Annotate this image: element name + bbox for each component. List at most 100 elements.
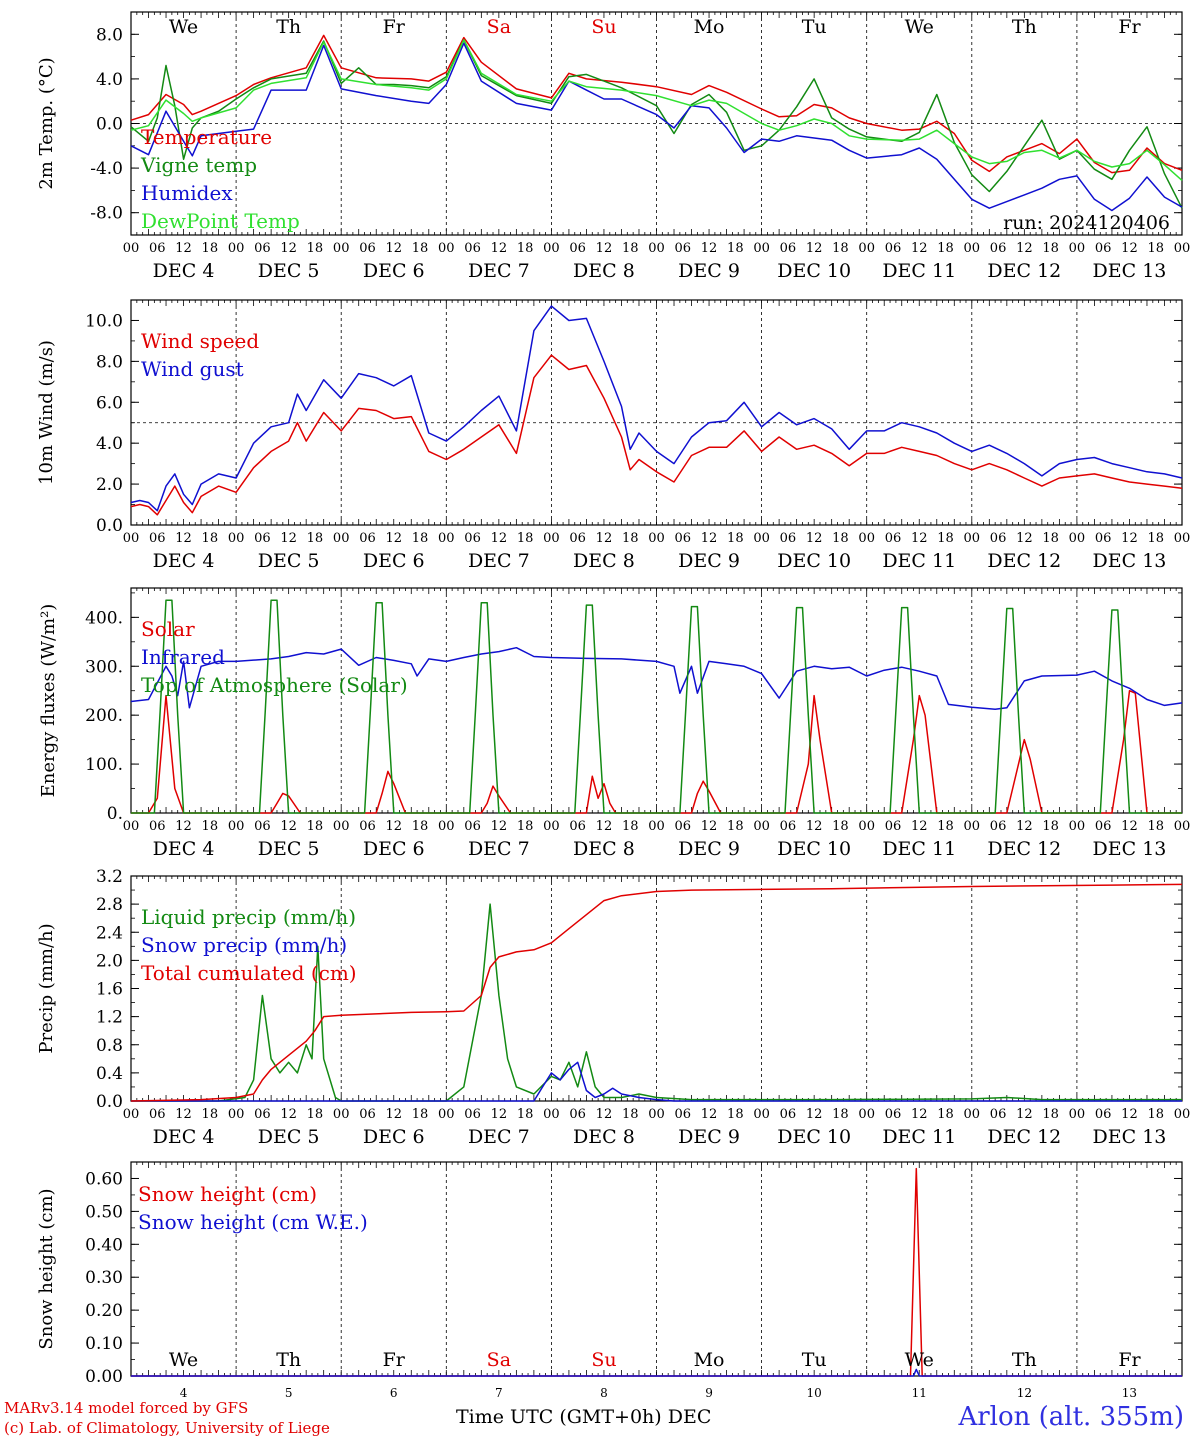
hour-label: 18 — [937, 819, 954, 834]
hour-label: 00 — [438, 531, 455, 546]
hour-label: 18 — [832, 1107, 849, 1122]
y-axis-label: 10m Wind (m/s) — [36, 340, 57, 485]
hour-label: 12 — [1121, 241, 1138, 256]
weekday-label-bottom: We — [905, 1349, 934, 1371]
hour-label: 00 — [858, 531, 875, 546]
hour-label: 06 — [464, 819, 481, 834]
weekday-label: Tu — [802, 16, 827, 38]
hour-label: 06 — [885, 531, 902, 546]
hour-label: 00 — [438, 819, 455, 834]
hour-label: 00 — [123, 819, 140, 834]
plot-frame — [130, 299, 1183, 526]
hour-label: 00 — [964, 1107, 981, 1122]
date-label: DEC 9 — [678, 550, 740, 572]
hour-label: 12 — [596, 241, 613, 256]
hour-label: 18 — [727, 531, 744, 546]
hour-label: 18 — [202, 241, 219, 256]
y-tick-label: -4.0 — [90, 159, 123, 179]
hour-label: 00 — [753, 819, 770, 834]
weekday-label-bottom: Fr — [1118, 1349, 1141, 1371]
hour-label: 12 — [175, 531, 192, 546]
hour-label: 00 — [964, 531, 981, 546]
date-label: DEC 12 — [987, 1126, 1061, 1148]
hour-label: 18 — [202, 531, 219, 546]
hour-label: 12 — [596, 531, 613, 546]
weekday-label-bottom: Tu — [802, 1349, 827, 1371]
x-axis-title: Time UTC (GMT+0h) DEC — [456, 1406, 712, 1428]
hour-label: 12 — [1016, 1107, 1033, 1122]
hour-label: 00 — [123, 1107, 140, 1122]
hour-label: 12 — [596, 819, 613, 834]
date-label: DEC 6 — [363, 550, 425, 572]
hour-label: 06 — [990, 819, 1007, 834]
hour-label: 12 — [175, 241, 192, 256]
date-label: DEC 6 — [363, 838, 425, 860]
hour-label: 06 — [254, 531, 271, 546]
hour-label: 12 — [1016, 241, 1033, 256]
lab-credit: (c) Lab. of Climatology, University of L… — [4, 1419, 330, 1437]
hour-label: 06 — [885, 241, 902, 256]
legend-entry: Temperature — [141, 125, 272, 149]
legend-entry: Wind gust — [141, 357, 244, 381]
y-tick-label: 0.0 — [96, 1092, 123, 1112]
hour-label: 12 — [1121, 531, 1138, 546]
hour-label: 00 — [648, 241, 665, 256]
panel-2: 0.0 2.0 4.0 6.0 8.0 10.0 10m Wind (m/s) 00 06 12 1… — [36, 299, 1190, 572]
date-label: DEC 6 — [363, 260, 425, 282]
hour-label: 12 — [1121, 1107, 1138, 1122]
date-label: DEC 4 — [153, 260, 215, 282]
hour-label: 18 — [412, 241, 429, 256]
day-number: 7 — [495, 1386, 503, 1400]
hour-label: 12 — [701, 819, 718, 834]
hour-label: 12 — [806, 241, 823, 256]
legend-entry: Snow height (cm W.E.) — [138, 1210, 368, 1234]
y-tick-label: 2.4 — [96, 923, 123, 943]
hour-label: 00 — [964, 819, 981, 834]
hour-label: 12 — [491, 531, 508, 546]
hour-label: 06 — [780, 819, 797, 834]
date-label: DEC 11 — [882, 550, 956, 572]
hour-label: 00 — [753, 241, 770, 256]
hour-label: 12 — [385, 1107, 402, 1122]
hour-label: 00 — [333, 531, 350, 546]
date-label: DEC 10 — [777, 1126, 851, 1148]
hour-label: 06 — [359, 241, 376, 256]
date-label: DEC 8 — [573, 550, 635, 572]
y-tick-label: 0.50 — [85, 1202, 123, 1222]
y-tick-label: -8.0 — [90, 204, 123, 224]
hour-label: 00 — [1069, 531, 1086, 546]
hour-label: 12 — [911, 819, 928, 834]
hour-label: 12 — [280, 531, 297, 546]
hour-label: 18 — [517, 531, 534, 546]
date-label: DEC 4 — [153, 838, 215, 860]
hour-label: 00 — [543, 1107, 560, 1122]
legend-entry: Total cumulated (cm) — [141, 961, 357, 985]
panel-1: -8.0 -4.0 0.0 4.0 8.0 2m Temp. (°C) 00 06 12 18 DE… — [36, 11, 1190, 282]
weekday-label-bottom: Fr — [383, 1349, 406, 1371]
hour-label: 06 — [359, 819, 376, 834]
hour-label: 12 — [385, 531, 402, 546]
date-label: DEC 7 — [468, 838, 530, 860]
hour-label: 18 — [307, 819, 324, 834]
hour-label: 18 — [517, 819, 534, 834]
hour-label: 06 — [254, 241, 271, 256]
date-label: DEC 9 — [678, 1126, 740, 1148]
hour-label: 12 — [806, 531, 823, 546]
hour-label: 12 — [491, 1107, 508, 1122]
hour-label: 12 — [385, 241, 402, 256]
series-line-vigne-temp — [130, 39, 1183, 209]
day-number: 8 — [600, 1386, 608, 1400]
series-line-total-cumulated-cm- — [130, 883, 1183, 1102]
hour-label: 06 — [675, 819, 692, 834]
hour-label: 06 — [569, 531, 586, 546]
legend-entry: Snow height (cm) — [138, 1182, 317, 1206]
y-tick-label: 0. — [107, 804, 123, 824]
legend-entry: Liquid precip (mm/h) — [141, 905, 356, 929]
y-axis-label: 2m Temp. (°C) — [36, 57, 57, 189]
plot-frame — [130, 587, 1183, 814]
series-line-temperature — [130, 34, 1183, 174]
weekday-label-bottom: We — [169, 1349, 198, 1371]
hour-label: 00 — [123, 241, 140, 256]
day-number: 10 — [807, 1386, 822, 1400]
